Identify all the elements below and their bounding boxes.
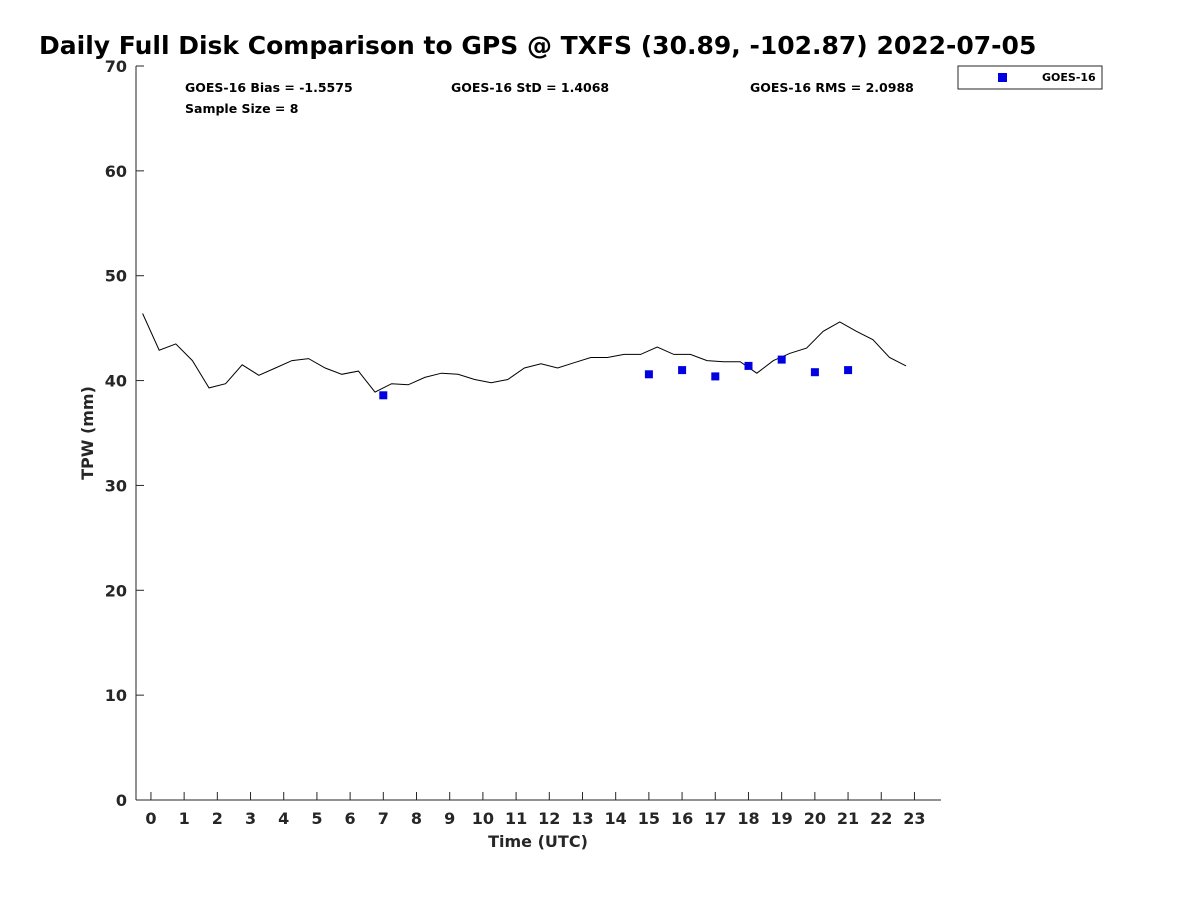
x-tick-label: 5 [311,809,322,828]
y-tick-label: 40 [105,372,127,391]
x-tick-label: 18 [737,809,759,828]
goes16-point [379,391,388,400]
gps-tpw-line [142,313,907,393]
x-tick-label: 4 [278,809,289,828]
x-tick-label: 2 [212,809,223,828]
x-tick-label: 11 [505,809,527,828]
legend-box [957,65,1103,90]
x-tick-label: 15 [638,809,660,828]
x-tick-label: 9 [444,809,455,828]
goes16-point [844,366,853,375]
x-tick-label: 19 [771,809,793,828]
legend: GOES-16 [957,65,1103,90]
x-tick-label: 3 [245,809,256,828]
x-axis-label: Time (UTC) [488,832,588,851]
x-tick-label: 16 [671,809,693,828]
y-axis-label: TPW (mm) [78,386,97,480]
y-tick-label: 70 [105,57,127,76]
goes16-point [810,368,819,377]
stats-annotations: GOES-16 Bias = -1.5575 GOES-16 StD = 1.4… [185,80,914,116]
x-tick-label: 23 [903,809,925,828]
x-tick-label: 14 [605,809,627,828]
y-tick-label: 0 [116,791,127,810]
goes16-point [744,361,753,370]
x-tick-label: 20 [804,809,826,828]
goes16-point [711,372,720,381]
x-tick-label: 8 [411,809,422,828]
y-tick-label: 10 [105,686,127,705]
y-tick-label: 30 [105,476,127,495]
x-tick-label: 13 [571,809,593,828]
x-tick-label: 17 [704,809,726,828]
x-tick-label: 10 [472,809,494,828]
data-series [142,313,907,400]
x-tick-label: 12 [538,809,560,828]
goes16-point [777,355,786,364]
x-tick-label: 6 [345,809,356,828]
stat-bias: GOES-16 Bias = -1.5575 [185,80,353,95]
goes16-point [678,366,687,375]
stat-sample-size: Sample Size = 8 [185,101,298,116]
stat-std: GOES-16 StD = 1.4068 [451,80,609,95]
stat-rms: GOES-16 RMS = 2.0988 [750,80,914,95]
x-tick-label: 7 [378,809,389,828]
x-tick-label: 21 [837,809,859,828]
goes16-point [644,370,653,379]
y-tick-label: 20 [105,581,127,600]
legend-marker [998,73,1007,82]
chart-title: Daily Full Disk Comparison to GPS @ TXFS… [39,31,1036,60]
x-tick-label: 22 [870,809,892,828]
y-tick-label: 60 [105,162,127,181]
y-tick-label: 50 [105,267,127,286]
x-tick-label: 1 [179,809,190,828]
legend-label: GOES-16 [1042,71,1096,84]
x-tick-label: 0 [145,809,156,828]
